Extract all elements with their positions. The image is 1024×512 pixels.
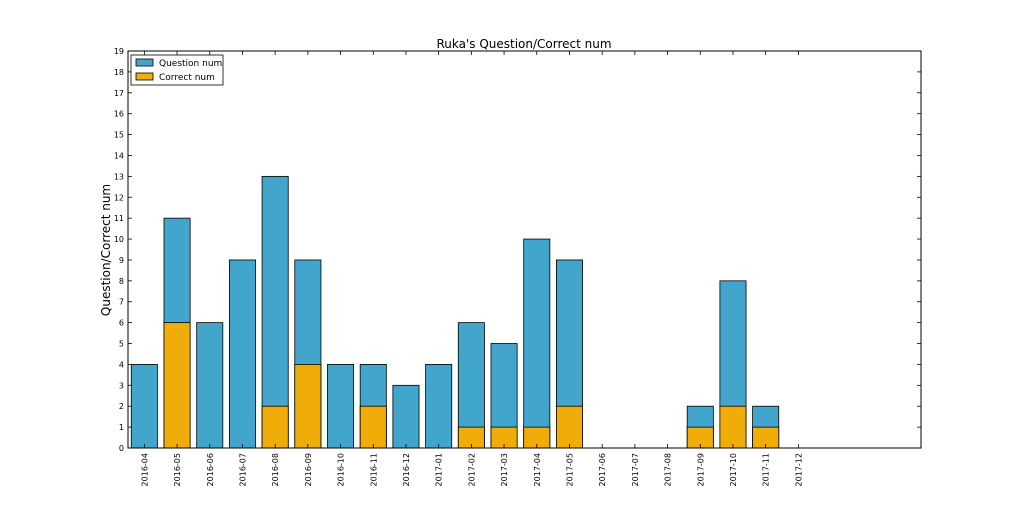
x-tick-label-2017-09: 2017-09 [696,453,705,486]
x-tick-label-2016-12: 2016-12 [402,453,411,486]
correct-bar-2017-05 [555,405,583,449]
x-tick-label-2016-09: 2016-09 [304,453,313,486]
x-tick-label-2017-05: 2017-05 [565,453,574,486]
y-axis-label: Question/Correct num [99,184,113,316]
legend-swatch-correct [135,72,154,81]
correct-bar-2016-11 [359,405,387,449]
x-tick-label-2017-01: 2017-01 [435,453,444,486]
y-tick-label: 16 [114,110,124,119]
x-tick-label-2017-11: 2017-11 [762,453,771,486]
x-tick-label-2016-05: 2016-05 [173,453,182,486]
y-tick-label: 9 [119,256,124,265]
x-tick-label-2017-12: 2017-12 [794,453,803,486]
y-tick-label: 11 [114,214,124,223]
question-bar-2016-08 [261,175,289,449]
y-tick-label: 13 [114,172,124,181]
legend: Question num Correct num [130,54,224,86]
y-tick-label: 2 [119,402,124,411]
question-bar-2016-12 [392,384,420,449]
x-ticks: 2016-04 2016-05 2016-06 2016-07 2016-08 2016-… [140,51,803,486]
y-tick-label: 14 [114,151,124,160]
question-bar-2017-04 [523,238,551,449]
y-tick-label: 12 [114,193,124,202]
correct-bar-2017-10 [719,405,747,449]
x-tick-label-2016-04: 2016-04 [140,453,149,486]
question-bar-2016-10 [327,364,355,449]
x-tick-label-2017-03: 2017-03 [500,453,509,486]
x-tick-label-2017-06: 2017-06 [598,453,607,486]
question-bar-2016-07 [228,259,256,449]
x-tick-label-2017-10: 2017-10 [729,453,738,486]
x-tick-label-2017-07: 2017-07 [631,453,640,486]
y-tick-label: 7 [119,298,124,307]
correct-bar-2016-08 [261,405,289,449]
correct-bar-2016-09 [294,364,322,449]
x-tick-label-2016-10: 2016-10 [337,453,346,486]
y-tick-label: 18 [114,68,124,77]
y-tick-label: 10 [114,235,124,244]
x-tick-label-2016-07: 2016-07 [238,453,247,486]
question-bar-2016-04 [130,364,158,449]
y-tick-label: 3 [119,381,124,390]
correct-bar-2016-05 [163,322,191,449]
x-tick-label-2017-08: 2017-08 [664,453,673,486]
x-tick-label-2017-02: 2017-02 [467,453,476,486]
y-tick-label: 4 [119,360,124,369]
bars-layer [130,175,780,449]
x-tick-label-2016-08: 2016-08 [271,453,280,486]
y-tick-label: 19 [114,47,124,56]
plot-frame [127,50,922,449]
x-tick-label-2017-04: 2017-04 [533,453,542,486]
legend-label-correct: Correct num [159,73,215,83]
y-tick-label: 1 [119,423,124,432]
question-bar-2016-06 [196,322,224,449]
x-tick-label-2016-06: 2016-06 [206,453,215,486]
question-bar-2017-01 [425,364,453,449]
y-tick-label: 15 [114,131,124,140]
legend-swatch-question [135,58,154,67]
y-tick-label: 5 [119,340,124,349]
y-tick-label: 0 [119,444,124,453]
chart-title: Ruka's Question/Correct num [436,37,611,51]
legend-label-question: Question num [159,59,222,69]
y-tick-label: 8 [119,277,124,286]
y-tick-label: 6 [119,319,124,328]
y-tick-label: 17 [114,89,124,98]
x-tick-label-2016-11: 2016-11 [369,453,378,486]
